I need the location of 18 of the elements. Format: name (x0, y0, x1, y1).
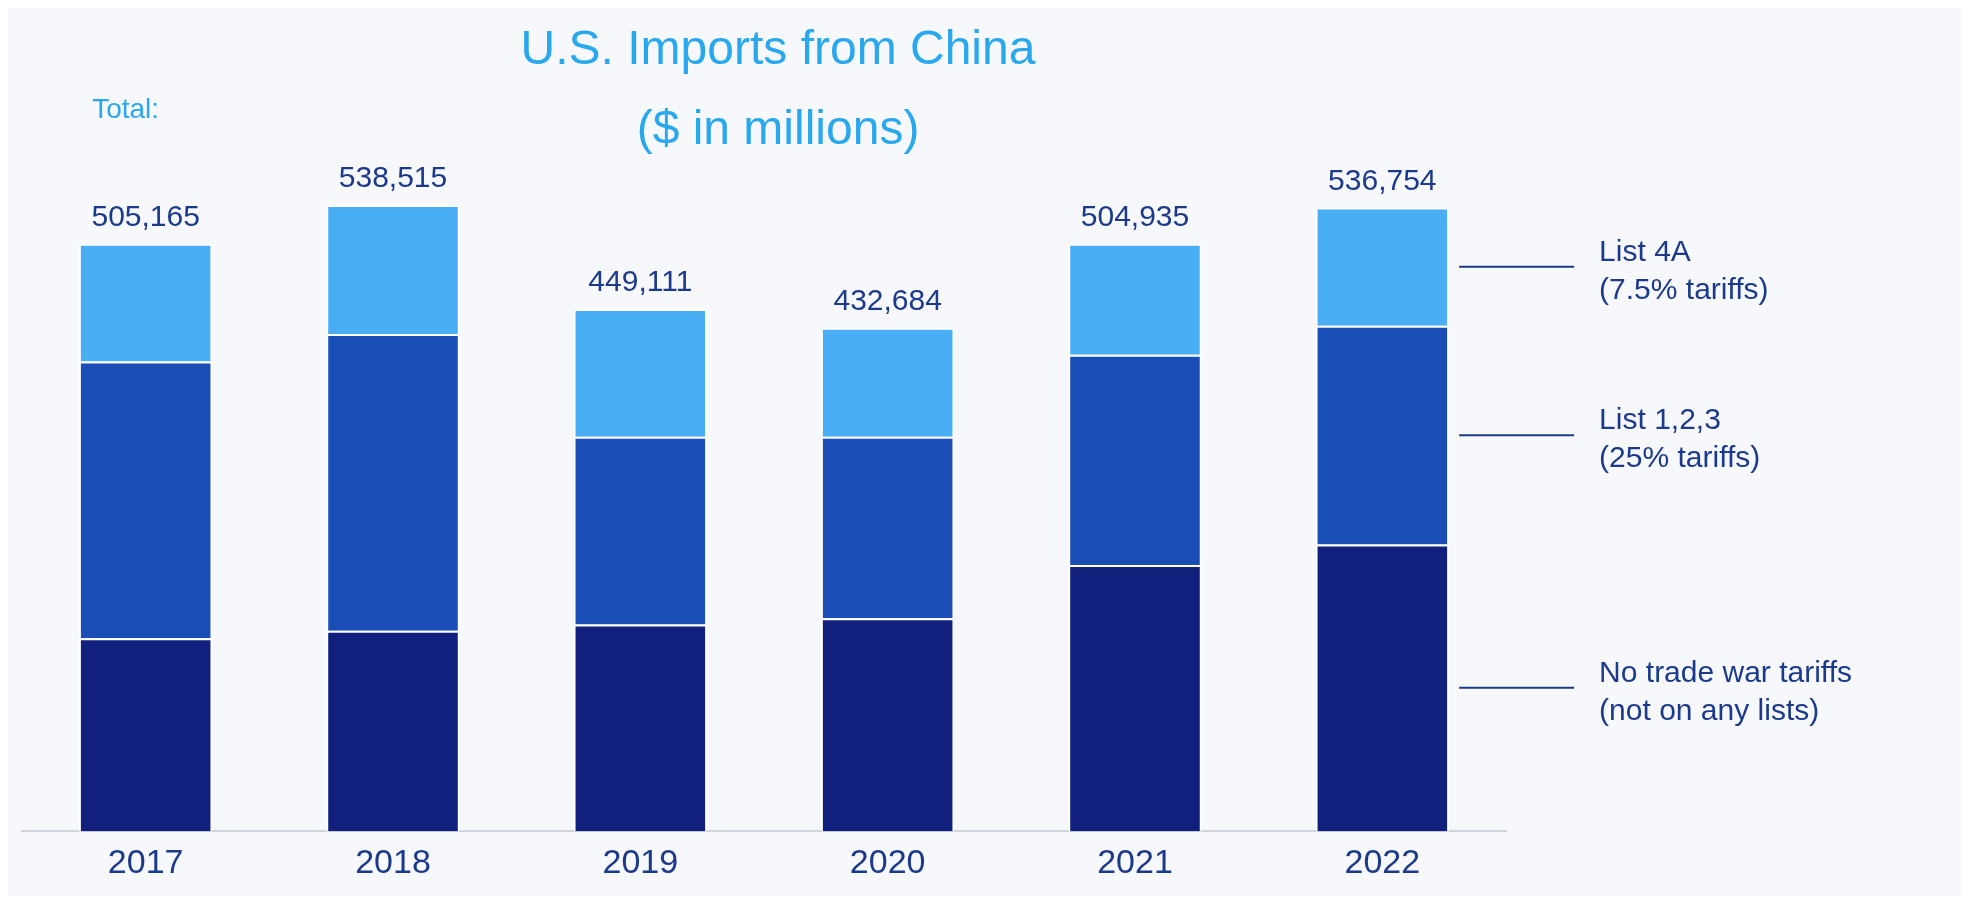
chart-subtitle: ($ in millions) (636, 101, 920, 154)
annotation: 504,935 (1080, 198, 1190, 232)
annotation: 432,684 (833, 282, 942, 316)
x-tick-label: 2021 (1097, 841, 1173, 880)
text: List 1,2,3 (25% tariffs) (1599, 402, 1761, 474)
x-tick-label: 2017 (107, 841, 184, 880)
annotation: 449,111 (588, 263, 693, 297)
text: List 4A (7.5% tariffs) (1599, 233, 1769, 305)
text: No trade war tariffs (not on any lists) (1599, 654, 1852, 726)
x-tick-label: 2019 (602, 841, 679, 880)
x-tick-label: 2020 (849, 841, 926, 880)
annotation: 505,165 (91, 198, 200, 232)
annotation: 538,515 (338, 160, 448, 193)
x-tick-label: 2018 (355, 841, 431, 880)
x-tick-label: 2022 (1344, 841, 1421, 880)
chart-title: U.S. Imports from China (520, 21, 1036, 74)
annotation: 536,754 (1328, 162, 1437, 196)
text: Total: (92, 93, 160, 124)
